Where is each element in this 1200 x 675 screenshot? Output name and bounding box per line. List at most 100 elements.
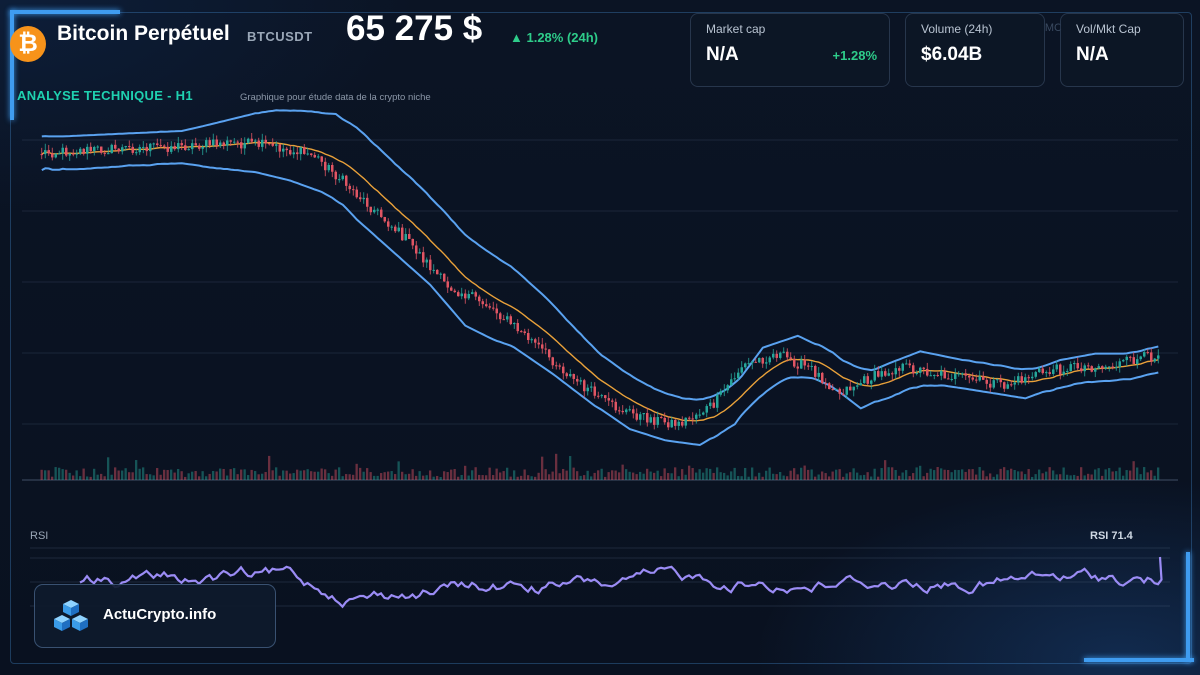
candle-body — [926, 368, 929, 376]
market-cap-label: Market cap — [706, 22, 766, 36]
candle-body — [1006, 384, 1009, 389]
volume-bar — [254, 471, 257, 480]
candle-body — [558, 365, 561, 367]
volume-bar — [331, 475, 334, 480]
candle-body — [240, 142, 243, 149]
candle-body — [429, 259, 432, 271]
candle-body — [933, 375, 936, 377]
volume-bar — [698, 469, 701, 480]
volume-bar — [1118, 467, 1121, 480]
volume-bar — [296, 469, 299, 480]
volume-bar — [537, 472, 540, 480]
volume-bar — [215, 471, 218, 480]
volume-bar — [208, 473, 211, 480]
volume-bar — [656, 470, 659, 480]
candle-body — [555, 365, 558, 367]
volume-bar — [1139, 474, 1142, 480]
candle-body — [443, 273, 446, 282]
candle-body — [663, 417, 666, 423]
volume-bar — [492, 475, 495, 480]
candle-body — [1069, 364, 1072, 372]
corner-accent-tl-v — [10, 10, 14, 120]
volume-bar — [1101, 475, 1104, 480]
volume-bar — [779, 472, 782, 480]
volume-bar — [1087, 473, 1090, 480]
chart-grid — [22, 139, 1178, 481]
volume-bar — [670, 473, 673, 480]
candle-body — [628, 409, 631, 411]
candle-body — [922, 367, 925, 369]
candle-body — [170, 146, 173, 152]
candle-body — [411, 238, 414, 246]
candle-body — [667, 422, 670, 428]
volume-bar — [859, 475, 862, 480]
candle-body — [257, 140, 260, 147]
candle-body — [352, 189, 355, 191]
price-change-24h: ▲ 1.28% (24h) — [510, 30, 599, 45]
volume-bar — [758, 472, 761, 480]
volume-bar — [992, 476, 995, 480]
candle-body — [464, 293, 467, 299]
volume-bar — [730, 471, 733, 480]
candle-body — [936, 375, 939, 377]
volume-bar — [870, 476, 873, 480]
volume-bar — [926, 472, 929, 480]
candle-body — [54, 153, 57, 158]
volume-bar — [691, 468, 694, 480]
volume-bar — [401, 471, 404, 480]
candle-body — [173, 146, 176, 150]
volume-bar — [866, 472, 869, 480]
candle-body — [58, 153, 61, 155]
volume-bar — [166, 470, 169, 480]
candle-body — [404, 234, 407, 241]
volume-bar — [852, 468, 855, 480]
candle-body — [436, 269, 439, 275]
volume-bar — [397, 461, 400, 480]
brand-badge[interactable]: ActuCrypto.info — [34, 584, 276, 648]
volume-bar — [1153, 475, 1156, 480]
vol-mkt-cap-value: N/A — [1076, 44, 1109, 65]
candle-body — [506, 316, 509, 320]
candle-body — [947, 378, 950, 380]
candle-body — [1139, 356, 1142, 360]
candle-body — [761, 357, 764, 364]
volume-bar — [1122, 475, 1125, 480]
candle-body — [502, 319, 505, 321]
candle-body — [530, 339, 533, 341]
candle-body — [425, 259, 428, 263]
candle-body — [1087, 365, 1090, 367]
volume-bar — [506, 467, 509, 480]
volume-bar — [744, 467, 747, 480]
candle-body — [768, 357, 771, 363]
volume-bar — [572, 467, 575, 480]
candle-body — [999, 379, 1002, 383]
candle-body — [810, 365, 813, 367]
candle-body — [481, 301, 484, 305]
candle-body — [324, 161, 327, 171]
candle-body — [873, 371, 876, 381]
candle-body — [747, 363, 750, 365]
candle-body — [632, 409, 635, 414]
volume-bar — [849, 472, 852, 480]
volume-bar — [177, 469, 180, 480]
volume-bar — [474, 467, 477, 480]
candle-body — [1073, 363, 1076, 365]
candle-body — [835, 388, 838, 390]
candle-body — [282, 148, 285, 152]
volume-bar — [68, 472, 71, 480]
volume-bar — [1157, 467, 1160, 480]
candle-body — [317, 156, 320, 158]
candle-body — [870, 380, 873, 384]
volume-bar — [838, 469, 841, 480]
candle-body — [313, 154, 316, 158]
candle-body — [891, 373, 894, 375]
candle-body — [1132, 357, 1135, 364]
candle-body — [341, 175, 344, 180]
volume-bar — [782, 475, 785, 480]
candle-body — [915, 372, 918, 374]
candle-body — [877, 371, 880, 377]
candle-body — [373, 209, 376, 213]
volume-bar — [660, 476, 663, 480]
candle-body — [698, 414, 701, 416]
candle-body — [215, 139, 218, 146]
